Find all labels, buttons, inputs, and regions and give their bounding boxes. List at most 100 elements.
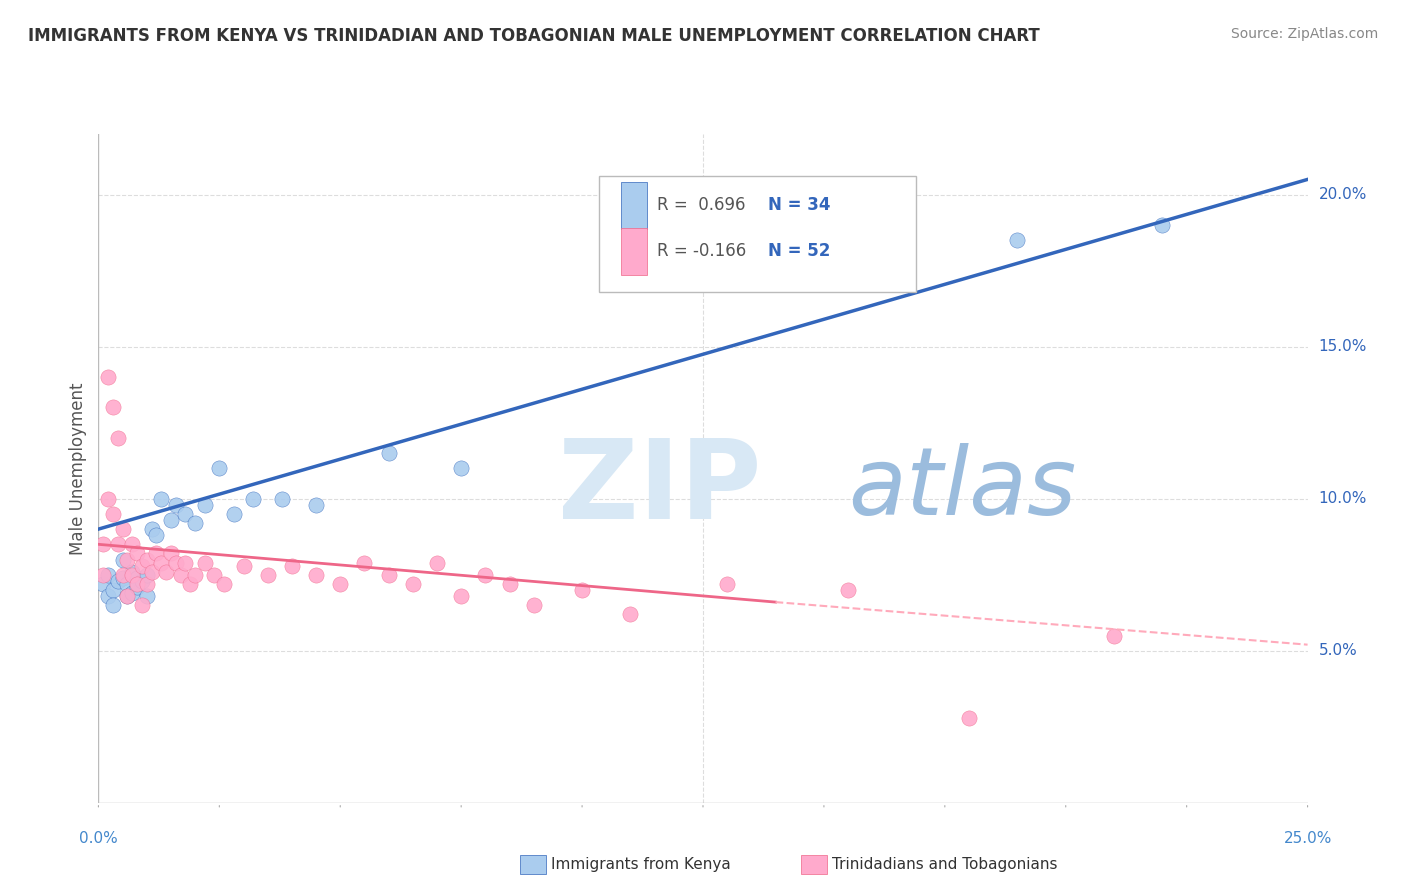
Point: [131, 598, 153, 612]
Point: [117, 589, 139, 603]
Point: [256, 567, 278, 582]
Point: [135, 589, 157, 603]
Point: [837, 582, 859, 597]
Point: [111, 571, 134, 585]
Point: [121, 567, 143, 582]
Point: [145, 546, 167, 560]
Point: [174, 507, 197, 521]
Point: [232, 558, 254, 573]
Point: [194, 498, 217, 512]
Text: Immigrants from Kenya: Immigrants from Kenya: [551, 857, 731, 871]
Point: [121, 537, 143, 551]
Text: ZIP: ZIP: [558, 435, 761, 541]
Point: [101, 401, 124, 415]
Point: [208, 461, 231, 475]
Text: 5.0%: 5.0%: [1319, 643, 1357, 658]
Point: [127, 577, 149, 591]
Point: [426, 556, 449, 570]
Point: [127, 546, 149, 560]
Point: [184, 516, 207, 530]
Point: [111, 567, 134, 582]
Point: [121, 565, 143, 579]
Point: [271, 491, 294, 506]
Point: [377, 446, 399, 460]
Point: [957, 711, 980, 725]
Point: [91, 567, 114, 582]
Point: [353, 556, 375, 570]
Point: [222, 507, 245, 521]
Point: [305, 498, 328, 512]
Text: R =  0.696: R = 0.696: [657, 196, 745, 214]
Point: [1152, 218, 1174, 232]
Point: [450, 461, 472, 475]
Y-axis label: Male Unemployment: Male Unemployment: [69, 382, 87, 555]
Text: N = 52: N = 52: [768, 243, 831, 260]
Point: [1007, 233, 1029, 247]
Point: [305, 567, 328, 582]
Point: [111, 552, 134, 566]
Point: [169, 567, 191, 582]
Point: [135, 552, 157, 566]
Point: [101, 582, 124, 597]
Point: [402, 577, 425, 591]
Point: [141, 565, 163, 579]
Text: N = 34: N = 34: [768, 196, 831, 214]
Point: [131, 574, 153, 588]
Point: [174, 556, 197, 570]
Point: [716, 577, 738, 591]
Text: Trinidadians and Tobagonians: Trinidadians and Tobagonians: [832, 857, 1057, 871]
Point: [117, 552, 139, 566]
Point: [571, 582, 593, 597]
Point: [91, 537, 114, 551]
Point: [135, 567, 157, 582]
Point: [107, 574, 129, 588]
Point: [474, 567, 496, 582]
Point: [127, 571, 149, 585]
Point: [165, 556, 187, 570]
Point: [121, 586, 143, 600]
Point: [155, 565, 177, 579]
Point: [377, 567, 399, 582]
Point: [97, 491, 120, 506]
Point: [160, 513, 183, 527]
Text: 15.0%: 15.0%: [1319, 339, 1367, 354]
Point: [107, 431, 129, 445]
Point: [97, 370, 120, 384]
Point: [141, 522, 163, 536]
Text: Source: ZipAtlas.com: Source: ZipAtlas.com: [1230, 27, 1378, 41]
Point: [619, 607, 641, 622]
Point: [150, 556, 173, 570]
Point: [212, 577, 235, 591]
Text: 10.0%: 10.0%: [1319, 491, 1367, 506]
Point: [204, 567, 226, 582]
Point: [194, 556, 217, 570]
Point: [165, 498, 187, 512]
Point: [131, 558, 153, 573]
Point: [117, 577, 139, 591]
Point: [160, 546, 183, 560]
Point: [135, 577, 157, 591]
Point: [97, 589, 120, 603]
Point: [91, 577, 114, 591]
Point: [111, 522, 134, 536]
Point: [523, 598, 546, 612]
Point: [450, 589, 472, 603]
Point: [117, 589, 139, 603]
Point: [101, 507, 124, 521]
Point: [184, 567, 207, 582]
Point: [179, 577, 201, 591]
Text: 25.0%: 25.0%: [1284, 830, 1331, 846]
Point: [1102, 628, 1125, 642]
Text: IMMIGRANTS FROM KENYA VS TRINIDADIAN AND TOBAGONIAN MALE UNEMPLOYMENT CORRELATIO: IMMIGRANTS FROM KENYA VS TRINIDADIAN AND…: [28, 27, 1040, 45]
Point: [281, 558, 304, 573]
Point: [97, 567, 120, 582]
Point: [498, 577, 520, 591]
Point: [242, 491, 264, 506]
Point: [101, 598, 124, 612]
Text: R = -0.166: R = -0.166: [657, 243, 747, 260]
Text: 0.0%: 0.0%: [79, 830, 118, 846]
Text: atlas: atlas: [848, 442, 1077, 534]
Point: [127, 580, 149, 594]
Point: [107, 537, 129, 551]
Text: 20.0%: 20.0%: [1319, 187, 1367, 202]
